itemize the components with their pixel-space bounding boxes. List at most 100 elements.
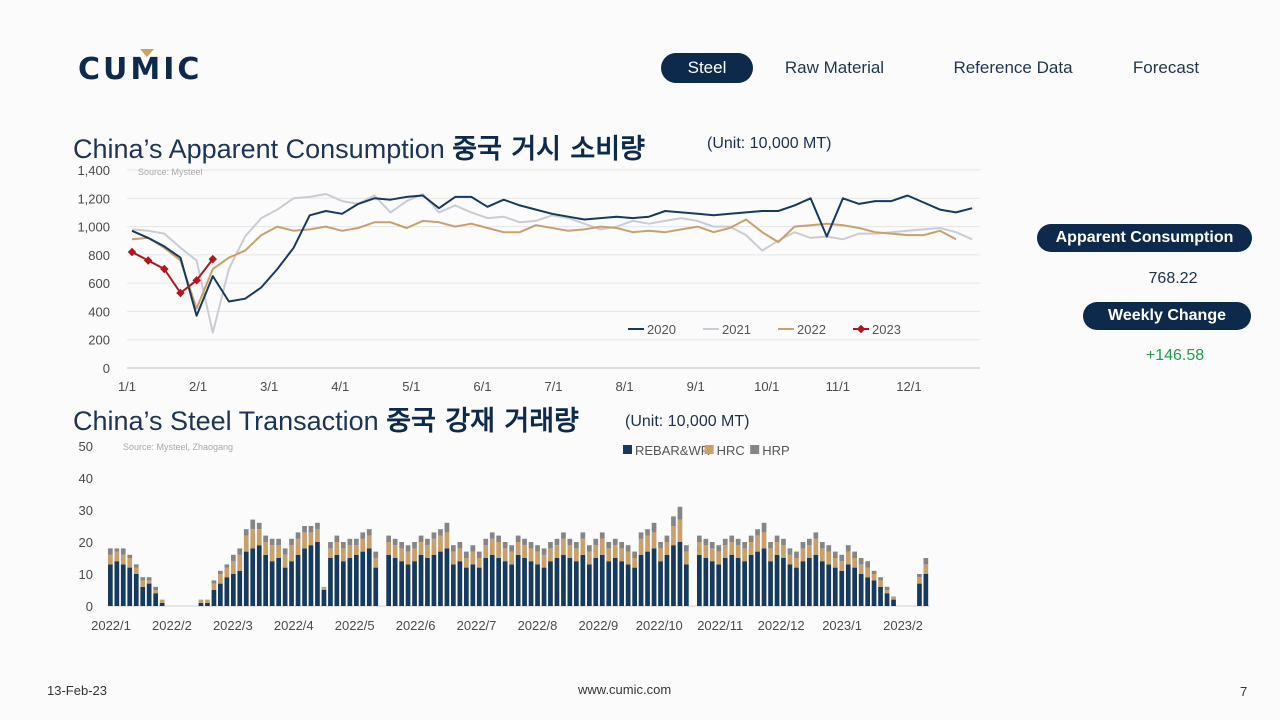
bar-hrp <box>735 538 741 546</box>
chart-source: Source: Mysteel <box>138 167 203 177</box>
bar-rebarwr <box>768 561 773 606</box>
bar-hrp <box>813 532 819 539</box>
bar-rebarwr <box>716 564 722 606</box>
bar-hrp <box>807 538 812 546</box>
bar-rebarwr <box>606 561 612 606</box>
tab-reference-data[interactable]: Reference Data <box>953 58 1073 77</box>
bar-rebarwr <box>541 567 547 606</box>
x-tick-label: 2022/10 <box>636 618 683 633</box>
bar-rebarwr <box>755 551 760 606</box>
bar-hrp <box>114 548 120 552</box>
tab-steel[interactable]: Steel <box>661 53 753 83</box>
bar-hrc <box>133 567 139 574</box>
bar-rebarwr <box>807 558 812 606</box>
bar-hrc <box>671 526 676 546</box>
bar-hrc <box>366 535 372 549</box>
bar-rebarwr <box>269 561 275 606</box>
x-tick-label: 2022/1 <box>91 618 131 633</box>
x-tick-label: 2023/1 <box>822 618 862 633</box>
bar-hrc <box>923 564 929 574</box>
bar-hrp <box>347 538 353 546</box>
series-2023-point <box>176 288 185 298</box>
bar-rebarwr <box>224 577 230 606</box>
bar-rebarwr <box>295 554 301 606</box>
bar-hrp <box>742 542 747 549</box>
bar-rebarwr <box>638 554 644 606</box>
bar-hrc <box>917 577 922 584</box>
bar-hrp <box>632 551 637 558</box>
bar-hrc <box>289 545 294 562</box>
bar-hrp <box>243 529 249 536</box>
x-tick-label: 4/1 <box>331 379 349 394</box>
bar-hrp <box>127 554 133 558</box>
bar-rebarwr <box>127 567 133 606</box>
bar-rebarwr <box>250 548 256 606</box>
bar-hrc <box>392 545 398 558</box>
bar-hrc <box>295 538 301 555</box>
bar-hrc <box>813 538 819 555</box>
footer-url[interactable]: www.cumic.com <box>578 682 672 697</box>
bar-hrp <box>464 551 469 558</box>
bar-hrp <box>858 558 864 565</box>
bar-hrc <box>140 580 146 587</box>
bar-hrp <box>917 574 922 578</box>
transaction-unit: (Unit: 10,000 MT) <box>625 413 750 430</box>
bar-hrc <box>716 551 722 565</box>
series-2023-point <box>160 264 169 274</box>
bar-rebarwr <box>412 561 417 606</box>
bar-hrc <box>496 542 501 558</box>
bar-hrc <box>567 545 573 558</box>
bar-rebarwr <box>418 554 424 606</box>
x-tick-label: 11/1 <box>826 379 850 394</box>
bar-hrc <box>354 545 359 555</box>
bar-hrc <box>625 551 631 565</box>
bar-rebarwr <box>735 558 741 606</box>
bar-hrc <box>256 529 262 546</box>
bar-hrc <box>464 558 469 568</box>
bar-hrc <box>677 519 683 542</box>
bar-hrp <box>438 529 443 536</box>
bar-rebarwr <box>341 561 346 606</box>
bar-hrp <box>845 545 851 552</box>
bar-rebarwr <box>729 554 735 606</box>
bar-hrc <box>159 599 165 603</box>
bar-rebarwr <box>315 542 320 606</box>
bar-hrp <box>548 542 553 549</box>
bar-rebarwr <box>276 558 281 606</box>
legend-swatch <box>623 445 632 454</box>
chart-source: Source: Mysteel, Zhaogang <box>123 442 233 452</box>
bar-rebarwr <box>211 590 217 606</box>
bar-rebarwr <box>392 558 398 606</box>
tab-raw-material[interactable]: Raw Material <box>784 58 885 77</box>
bar-hrc <box>852 558 857 568</box>
x-tick-label: 2023/2 <box>883 618 923 633</box>
bar-rebarwr <box>781 558 786 606</box>
bar-rebarwr <box>651 548 657 606</box>
bar-hrc <box>315 529 320 542</box>
bar-hrp <box>684 545 689 552</box>
bar-rebarwr <box>599 554 605 606</box>
x-tick-label: 2022/7 <box>457 618 497 633</box>
bar-hrc <box>807 545 812 558</box>
bar-rebarwr <box>593 558 599 606</box>
bar-hrp <box>554 538 560 546</box>
bar-rebarwr <box>502 561 508 606</box>
bar-hrc <box>722 545 728 558</box>
bar-hrp <box>761 522 767 533</box>
bar-hrp <box>839 554 845 562</box>
y-tick-label: 0 <box>86 599 93 614</box>
bar-hrp <box>923 558 929 565</box>
bar-rebarwr <box>425 558 430 606</box>
legend-label: REBAR&WR <box>635 443 710 458</box>
bar-rebarwr <box>709 561 715 606</box>
bar-hrc <box>735 545 741 558</box>
bar-hrp <box>612 538 618 546</box>
bar-hrc <box>684 551 689 565</box>
bar-hrc <box>845 551 851 565</box>
bar-rebarwr <box>366 548 372 606</box>
bar-hrp <box>211 580 217 584</box>
bar-hrp <box>619 542 624 549</box>
bar-hrc <box>509 551 514 565</box>
bar-rebarwr <box>431 554 437 606</box>
tab-forecast[interactable]: Forecast <box>1132 58 1200 77</box>
